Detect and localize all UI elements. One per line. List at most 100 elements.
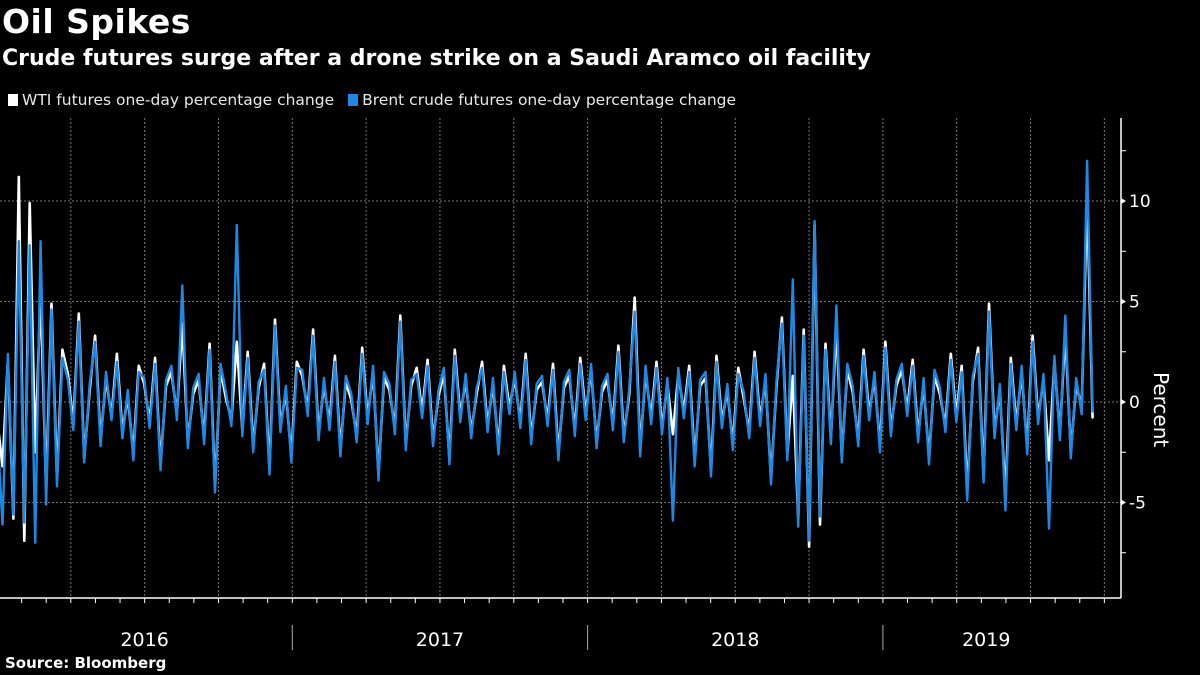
data-point (247, 357, 249, 359)
data-point (585, 419, 587, 421)
data-point (437, 389, 440, 391)
data-point (198, 373, 200, 375)
data-point (797, 526, 799, 528)
data-point (94, 341, 96, 343)
data-point (705, 371, 707, 373)
x-year-labels: 2016 2017 2018 2019 (120, 629, 1010, 651)
data-point (154, 357, 156, 359)
data-point (525, 359, 527, 361)
data-point (961, 365, 963, 367)
data-point (203, 443, 205, 445)
chart-title: Oil Spikes (2, 2, 191, 41)
data-point (824, 349, 827, 351)
data-point (443, 367, 445, 369)
x-year-label: 2018 (711, 629, 759, 651)
data-point (519, 427, 521, 429)
data-point (792, 375, 794, 377)
data-point (846, 363, 848, 365)
data-point (743, 391, 745, 393)
data-point (23, 522, 25, 524)
data-point (187, 447, 189, 449)
data-point (110, 419, 113, 421)
data-point (214, 491, 216, 493)
data-point (323, 377, 325, 379)
data-point (824, 343, 827, 345)
data-point (372, 365, 374, 367)
data-point (808, 540, 810, 542)
data-point (568, 369, 570, 371)
data-point (399, 315, 401, 317)
legend-swatch-brent (348, 94, 359, 106)
data-point (454, 355, 456, 357)
data-point (263, 363, 265, 365)
y-tick-label: 10 (1129, 192, 1151, 212)
data-point (612, 429, 614, 431)
data-point (23, 540, 25, 542)
data-point (274, 319, 276, 321)
data-point (754, 351, 756, 353)
data-point (127, 389, 129, 391)
data-point (383, 371, 385, 373)
data-point (100, 445, 102, 447)
data-point (606, 373, 609, 375)
data-point (715, 361, 718, 363)
y-tick-labels: -5 0 5 10 (1129, 192, 1151, 514)
data-point (895, 379, 897, 381)
data-point (655, 367, 658, 369)
data-point (1010, 357, 1012, 359)
data-point (1048, 528, 1050, 530)
source-note: Source: Bloomberg (5, 654, 167, 672)
legend-label-brent: Brent crude futures one-day percentage c… (362, 91, 737, 109)
data-point (928, 463, 930, 465)
data-point (770, 483, 772, 485)
data-point (394, 433, 396, 435)
data-point (45, 503, 47, 506)
data-point (416, 367, 418, 369)
data-point (83, 461, 85, 463)
data-point (78, 313, 80, 315)
data-point (1059, 439, 1061, 441)
data-point (666, 377, 669, 379)
data-point (1075, 377, 1077, 379)
data-point (873, 371, 876, 373)
data-point (814, 220, 816, 222)
data-point (427, 359, 429, 361)
data-point (950, 359, 952, 361)
data-point (863, 349, 865, 351)
data-point (241, 435, 243, 437)
data-point (912, 359, 914, 361)
data-point (715, 355, 718, 357)
data-point (209, 349, 211, 351)
data-point (285, 385, 287, 387)
gridlines (0, 118, 1121, 598)
y-tick-label: 5 (1129, 293, 1140, 313)
data-point (339, 455, 341, 457)
data-point (1081, 413, 1083, 415)
data-point (993, 437, 996, 439)
data-point (933, 369, 936, 371)
data-point (72, 429, 74, 431)
data-point (923, 377, 925, 379)
data-point (263, 369, 265, 371)
data-point (361, 347, 363, 349)
data-point (209, 343, 211, 345)
data-point (50, 302, 53, 305)
data-point (917, 441, 919, 443)
y-axis-title: Percent (1149, 372, 1173, 448)
data-point (764, 373, 767, 375)
data-point (1010, 363, 1012, 365)
x-year-label: 2016 (120, 629, 168, 651)
data-point (617, 345, 620, 347)
data-point (367, 423, 369, 425)
data-point (388, 383, 390, 385)
data-point (377, 479, 380, 481)
data-point (819, 524, 821, 526)
data-point (677, 367, 679, 369)
data-point (972, 375, 974, 377)
data-point (328, 429, 331, 431)
data-point (481, 367, 483, 369)
data-point (759, 425, 761, 427)
legend-label-wti: WTI futures one-day percentage change (22, 91, 335, 109)
data-point (1021, 365, 1023, 367)
data-point (650, 423, 652, 425)
